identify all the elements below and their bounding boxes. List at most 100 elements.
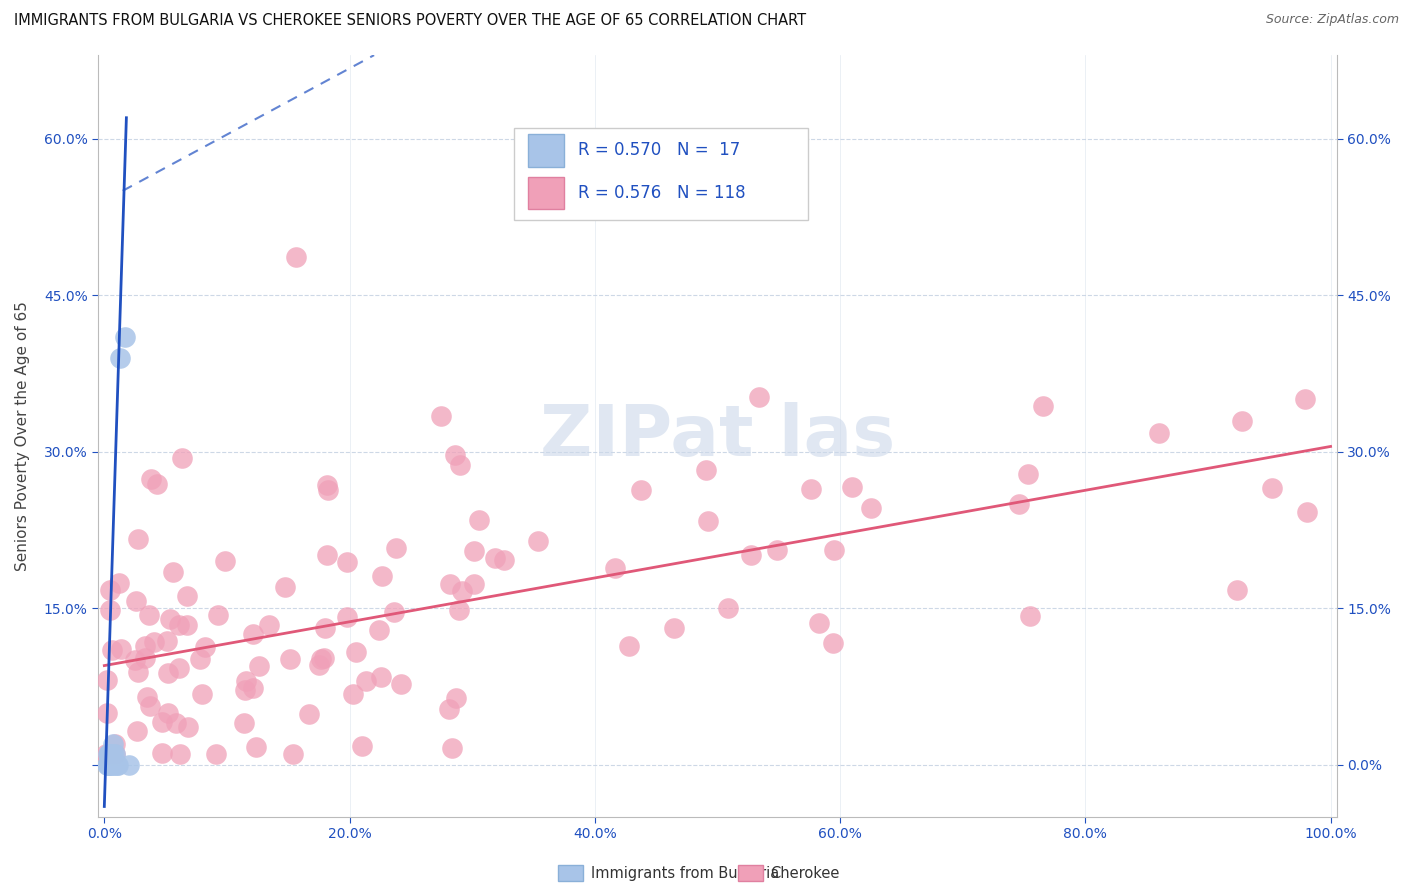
Point bbox=[235, 674, 257, 689]
Point bbox=[124, 653, 146, 667]
Point bbox=[1032, 399, 1054, 413]
Point bbox=[103, 757, 125, 772]
Point bbox=[155, 634, 177, 648]
Point bbox=[98, 747, 121, 762]
Point bbox=[617, 640, 640, 654]
Point bbox=[315, 548, 337, 562]
Point bbox=[245, 739, 267, 754]
Point bbox=[450, 584, 472, 599]
Point bbox=[125, 594, 148, 608]
Point bbox=[247, 659, 270, 673]
Point bbox=[444, 448, 467, 462]
Point bbox=[315, 477, 337, 491]
Point bbox=[859, 501, 882, 516]
Point bbox=[101, 737, 124, 751]
Point bbox=[104, 747, 127, 762]
Point bbox=[766, 543, 789, 558]
Point bbox=[107, 575, 129, 590]
Point bbox=[167, 618, 190, 632]
Point bbox=[204, 747, 226, 762]
Point bbox=[136, 690, 159, 704]
Point bbox=[188, 652, 211, 666]
Point bbox=[800, 482, 823, 496]
Point bbox=[150, 746, 173, 760]
Point bbox=[605, 561, 627, 575]
Point bbox=[96, 706, 118, 720]
Point bbox=[214, 553, 236, 567]
Point bbox=[257, 618, 280, 632]
Point bbox=[1017, 467, 1039, 481]
Point bbox=[170, 450, 193, 465]
Point bbox=[1226, 582, 1249, 597]
Text: R = 0.576   N = 118: R = 0.576 N = 118 bbox=[578, 184, 747, 202]
Text: ZIPat las: ZIPat las bbox=[540, 401, 896, 470]
Point bbox=[808, 615, 831, 630]
Point bbox=[96, 673, 118, 687]
Y-axis label: Seniors Poverty Over the Age of 65: Seniors Poverty Over the Age of 65 bbox=[15, 301, 30, 571]
Point bbox=[697, 514, 720, 528]
Point bbox=[484, 551, 506, 566]
Point bbox=[308, 658, 330, 673]
Point bbox=[100, 747, 122, 762]
Point bbox=[134, 640, 156, 654]
Point bbox=[100, 582, 122, 597]
Point bbox=[242, 681, 264, 695]
Point bbox=[96, 757, 118, 772]
Point bbox=[233, 715, 256, 730]
Point bbox=[449, 458, 471, 473]
Point bbox=[233, 683, 256, 698]
Point bbox=[1294, 392, 1316, 406]
Point bbox=[1019, 609, 1042, 624]
Text: IMMIGRANTS FROM BULGARIA VS CHEROKEE SENIORS POVERTY OVER THE AGE OF 65 CORRELAT: IMMIGRANTS FROM BULGARIA VS CHEROKEE SEN… bbox=[14, 13, 806, 29]
Point bbox=[336, 610, 359, 624]
Point bbox=[97, 757, 120, 772]
Point bbox=[162, 565, 184, 579]
Point bbox=[841, 480, 863, 494]
Point bbox=[169, 747, 191, 762]
Point bbox=[385, 541, 408, 555]
Point bbox=[352, 739, 374, 753]
Point bbox=[284, 250, 307, 264]
Point bbox=[447, 603, 470, 617]
Point bbox=[127, 533, 149, 547]
Point bbox=[100, 757, 122, 772]
Point bbox=[468, 513, 491, 527]
Point bbox=[748, 390, 770, 404]
Point bbox=[110, 641, 132, 656]
Point bbox=[157, 665, 180, 680]
Point bbox=[1261, 481, 1284, 495]
Point bbox=[114, 330, 136, 344]
Point bbox=[430, 409, 453, 424]
Point bbox=[439, 577, 461, 591]
Point bbox=[105, 757, 128, 772]
Point bbox=[527, 534, 550, 549]
Text: Source: ZipAtlas.com: Source: ZipAtlas.com bbox=[1265, 13, 1399, 27]
Point bbox=[107, 757, 129, 772]
Point bbox=[97, 747, 120, 762]
Text: Cherokee: Cherokee bbox=[770, 866, 839, 880]
Point bbox=[176, 590, 198, 604]
Point bbox=[1149, 426, 1171, 441]
Point bbox=[437, 702, 460, 716]
Point bbox=[664, 621, 686, 635]
Point bbox=[278, 652, 301, 666]
Point bbox=[141, 472, 163, 486]
Point bbox=[142, 634, 165, 648]
Point bbox=[367, 623, 389, 637]
Point bbox=[194, 640, 217, 655]
Point bbox=[298, 707, 321, 722]
Point bbox=[342, 687, 364, 701]
Point bbox=[821, 636, 844, 650]
Point bbox=[494, 552, 516, 566]
Point bbox=[740, 548, 762, 562]
Point bbox=[354, 674, 377, 689]
Point bbox=[139, 698, 162, 713]
Point bbox=[98, 603, 121, 617]
Point bbox=[823, 543, 845, 558]
Point bbox=[98, 757, 121, 772]
Point bbox=[314, 621, 336, 635]
Point bbox=[630, 483, 652, 497]
Point bbox=[156, 706, 179, 721]
Point bbox=[316, 483, 339, 497]
Point bbox=[336, 555, 359, 569]
